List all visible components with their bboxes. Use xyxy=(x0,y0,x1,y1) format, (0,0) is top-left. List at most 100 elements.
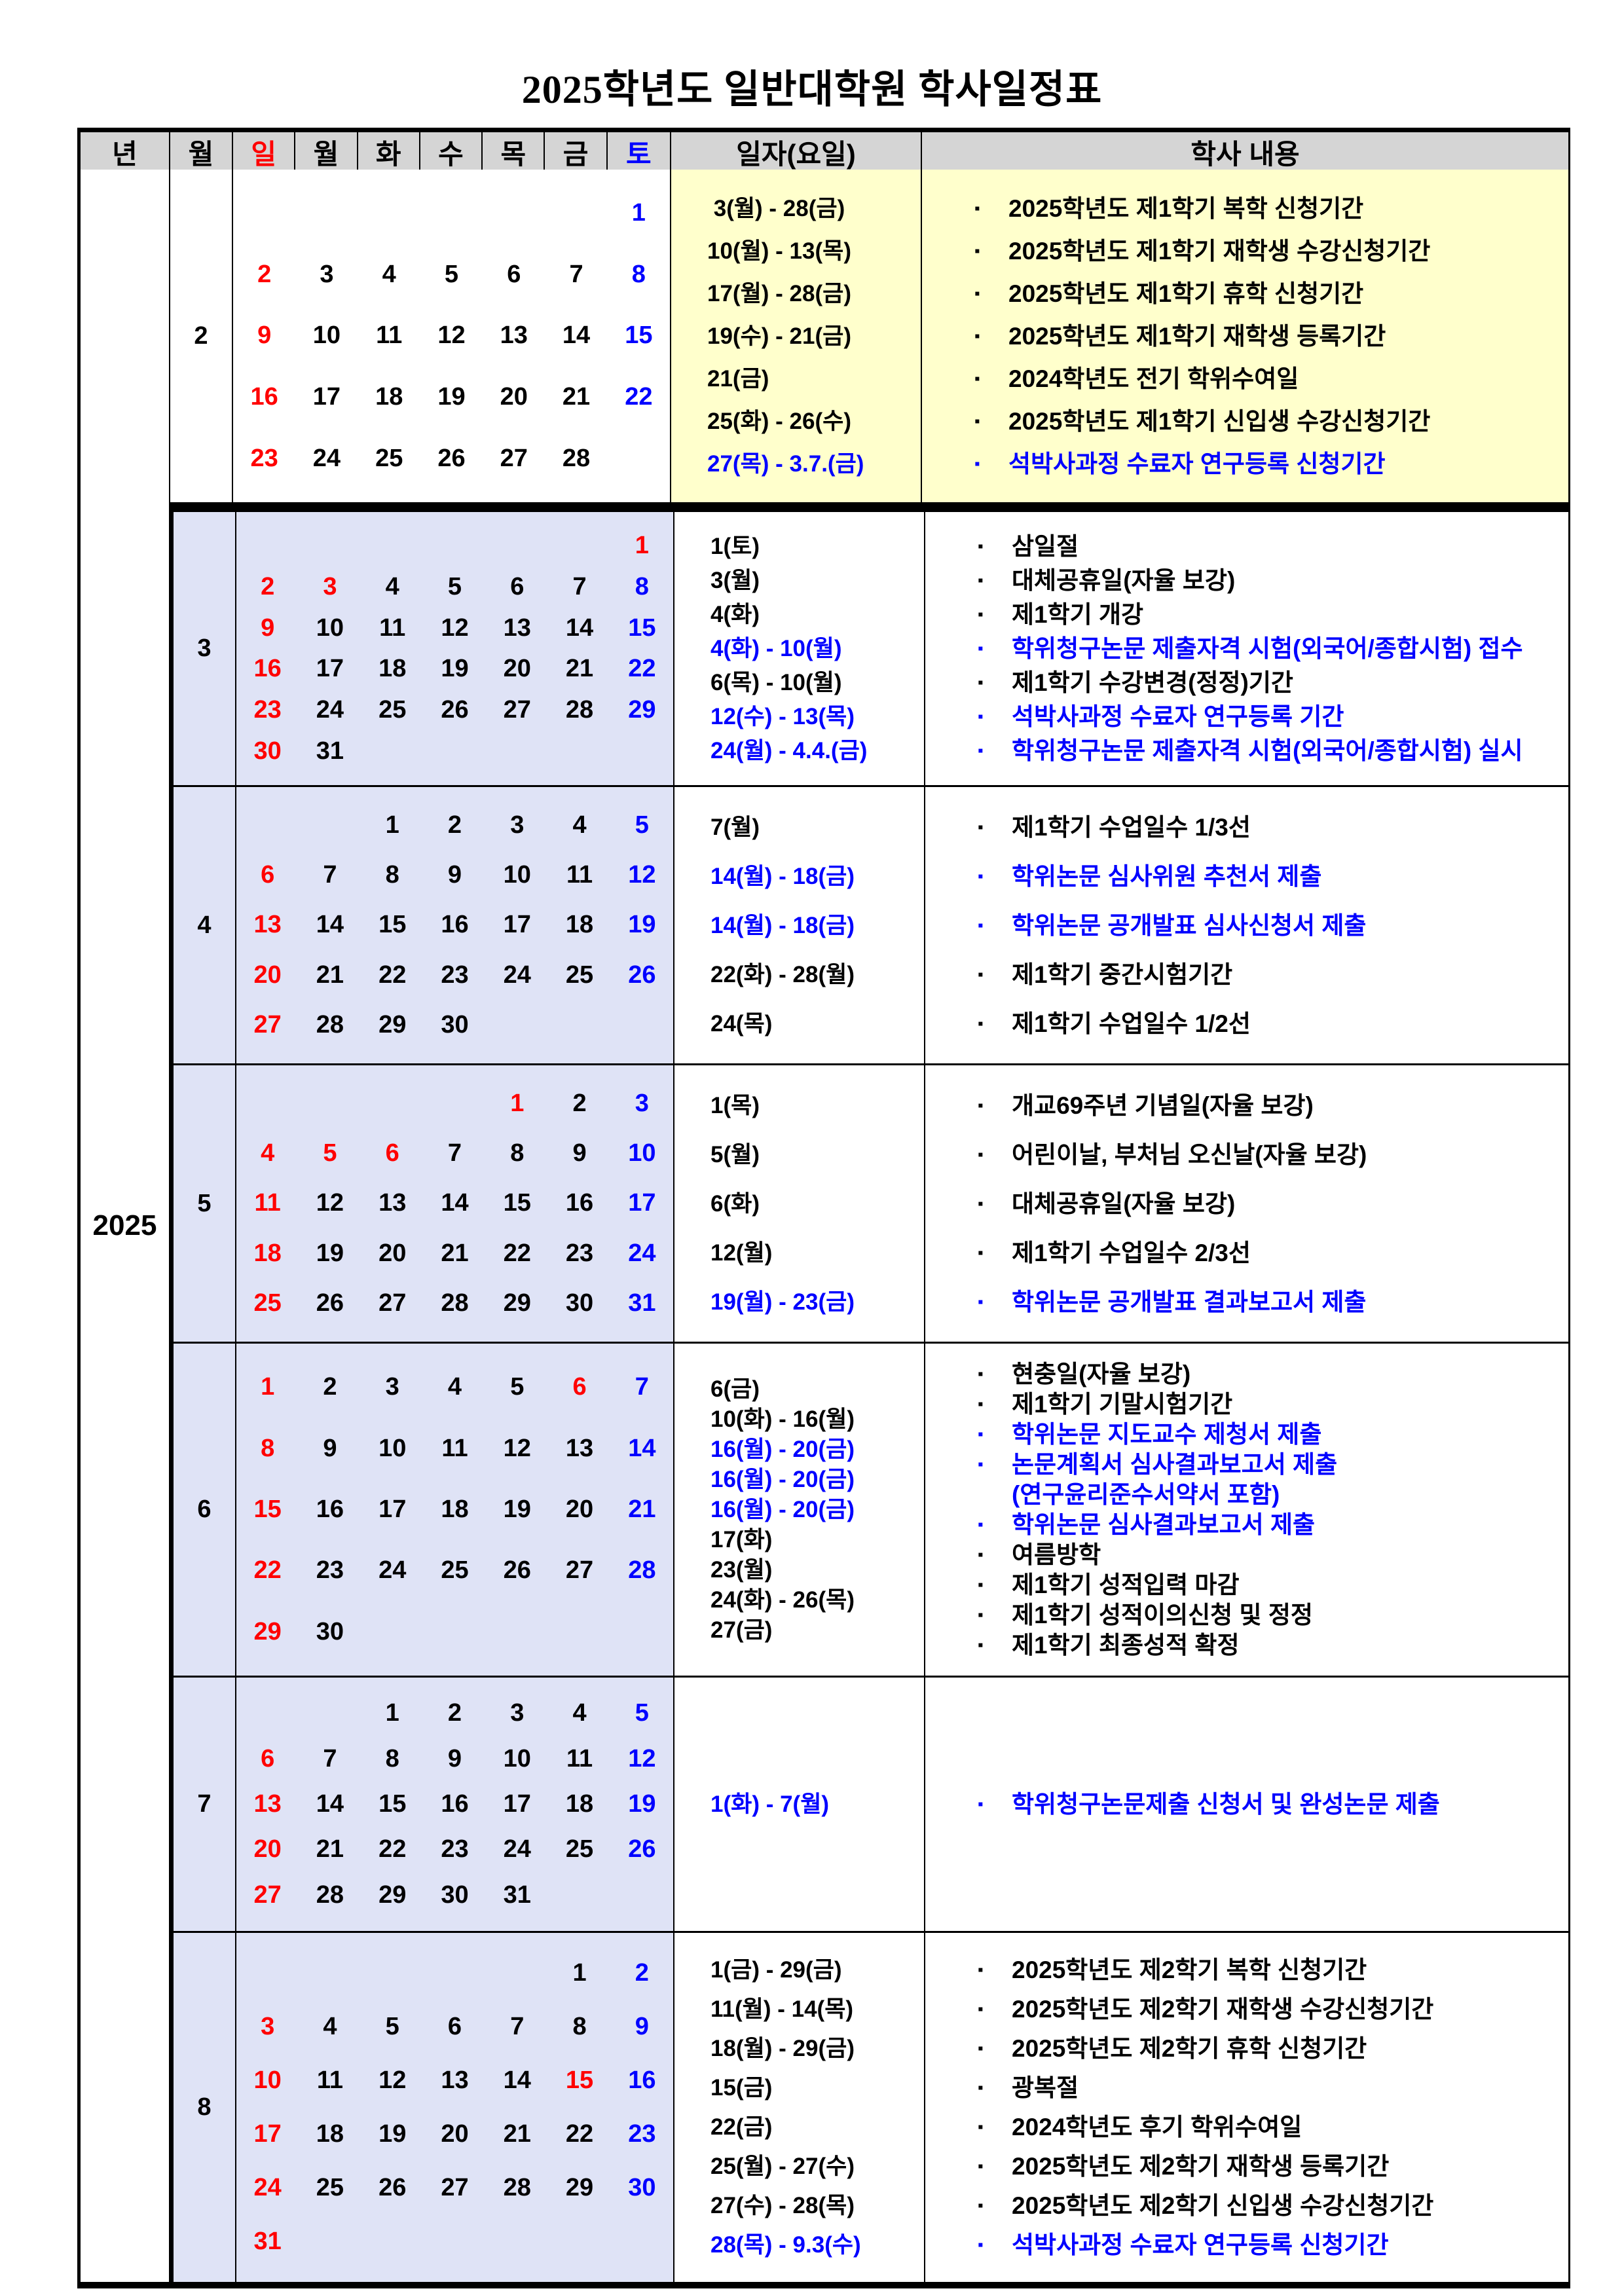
calendar-day xyxy=(236,800,299,850)
calendar-day xyxy=(361,1946,424,2000)
bullet-icon: ▪ xyxy=(978,1425,984,1443)
calendar-day: 21 xyxy=(441,1239,469,1267)
event-item: ▪ 2025학년도 제2학기 재학생 등록기간 xyxy=(978,2147,1568,2186)
event-text: 2025학년도 제1학기 복학 신청기간 xyxy=(1008,194,1364,222)
calendar-day xyxy=(486,1001,548,1050)
date-range: 24(목) xyxy=(710,1010,773,1037)
calendar-day: 7 xyxy=(323,1744,337,1772)
event-text: 2025학년도 제2학기 신입생 수강신청기간 xyxy=(1012,2192,1434,2219)
date-range: 10(월) - 13(목) xyxy=(707,238,851,264)
calendar-day: 18 xyxy=(565,911,594,939)
date-range: 28(목) - 9.3(수) xyxy=(710,2231,861,2258)
date-range: 7(월) xyxy=(710,814,760,840)
bullet-icon: ▪ xyxy=(978,2039,984,2057)
calendar-day xyxy=(548,2215,610,2269)
event-item: ▪ 2025학년도 제1학기 복학 신청기간 xyxy=(974,187,1568,230)
bullet-icon: ▪ xyxy=(978,818,984,836)
bullet-icon: ▪ xyxy=(978,707,984,725)
calendar-day: 19 xyxy=(316,1239,344,1267)
calendar-day: 7 xyxy=(447,1139,462,1167)
event-item: ▪ 제1학기 기말시험기간 xyxy=(978,1389,1568,1420)
calendar-day: 20 xyxy=(253,1835,282,1864)
calendar-day: 23 xyxy=(441,1835,469,1864)
calendar-day: 10 xyxy=(253,2066,282,2094)
calendar-day xyxy=(611,1602,673,1662)
calendar-day: 17 xyxy=(503,911,531,939)
calendar-day: 16 xyxy=(565,1189,594,1217)
date-range: 27(금) xyxy=(710,1617,773,1643)
calendar-day: 5 xyxy=(323,1139,337,1167)
calendar-day: 10 xyxy=(503,1744,531,1772)
calendar-day: 9 xyxy=(572,1139,587,1167)
event-item: ▪ 여름방학 xyxy=(978,1540,1568,1570)
event-item: ▪ 광복절 xyxy=(978,2068,1568,2108)
date-range: 6(화) xyxy=(710,1190,760,1217)
calendar-day: 27 xyxy=(253,1011,282,1039)
calendar-day: 16 xyxy=(441,1790,469,1818)
bullet-icon: ▪ xyxy=(978,2000,984,2018)
calendar-day xyxy=(424,525,486,566)
calendar-day: 22 xyxy=(503,1239,531,1267)
event-item: ▪ 학위청구논문제출 신청서 및 완성논문 제출 xyxy=(978,1779,1568,1830)
calendar-day xyxy=(486,525,548,566)
event-text: 학위청구논문 제출자격 시험(외국어/종합시험) 접수 xyxy=(1012,634,1523,662)
calendar-day xyxy=(233,183,295,244)
calendar-day: 5 xyxy=(447,572,462,600)
event-item: ▪ 제1학기 수업일수 2/3선 xyxy=(978,1228,1568,1277)
calendar-day: 16 xyxy=(628,2066,656,2094)
calendar-day xyxy=(236,525,299,566)
bullet-icon: ▪ xyxy=(978,1575,984,1594)
event-text: (연구윤리준수서약서 포함) xyxy=(1012,1480,1280,1508)
calendar-day: 15 xyxy=(565,2066,594,2094)
calendar-day: 29 xyxy=(378,1011,407,1039)
date-column: 1(토) 3(월) 4(화) 4(화) - 10(월) 6(목) - 10(월) 12(수… xyxy=(674,512,925,785)
calendar-day: 14 xyxy=(316,911,344,939)
calendar-day: 24 xyxy=(378,1556,407,1585)
bullet-icon: ▪ xyxy=(978,605,984,623)
calendar-day: 4 xyxy=(385,572,399,600)
event-item: ▪ 현충일(자율 보강) xyxy=(978,1359,1568,1389)
calendar-day: 14 xyxy=(628,1434,656,1462)
calendar-day xyxy=(236,1691,299,1736)
calendar-day xyxy=(299,2215,361,2269)
calendar-day: 31 xyxy=(503,1881,531,1909)
calendar-day: 13 xyxy=(253,1790,282,1818)
months: 2 1 2 3 4 5 6 7 8 9 10 11 12 13 14 15 16 17 18 19 20 21 22 23 24… xyxy=(170,170,1568,2282)
calendar-day xyxy=(299,800,361,850)
content-column: ▪ 개교69주년 기념일(자율 보강) ▪ 어린이날, 부처님 오신날(자율 보강) ▪… xyxy=(925,1065,1568,1342)
calendar-day: 31 xyxy=(628,1289,656,1317)
event-item: ▪ 석박사과정 수료자 연구등록 신청기간 xyxy=(978,2226,1568,2265)
event-text: 2025학년도 제2학기 복학 신청기간 xyxy=(1012,1956,1367,1983)
bullet-icon: ▪ xyxy=(978,2235,984,2254)
calendar-day: 9 xyxy=(323,1434,337,1462)
event-item: ▪ 2025학년도 제1학기 재학생 등록기간 xyxy=(974,315,1568,358)
calendar-day xyxy=(236,1078,299,1128)
event-text: 학위논문 지도교수 제청서 제출 xyxy=(1012,1420,1322,1448)
calendar-day: 6 xyxy=(261,1744,275,1772)
calendar-day xyxy=(424,731,486,772)
event-item: ▪ 2024학년도 전기 학위수여일 xyxy=(974,358,1568,400)
calendar-day: 20 xyxy=(500,383,528,411)
event-text: 학위청구논문제출 신청서 및 완성논문 제출 xyxy=(1012,1790,1440,1818)
calendar-day: 24 xyxy=(503,961,531,989)
date-range: 24(화) - 26(목) xyxy=(710,1587,855,1613)
calendar-day: 18 xyxy=(378,655,407,683)
event-text: 석박사과정 수료자 연구등록 기간 xyxy=(1012,703,1344,730)
calendar-day: 11 xyxy=(316,2066,343,2094)
bullet-icon: ▪ xyxy=(978,537,984,555)
calendar-day xyxy=(420,183,483,244)
event-item: ▪ 2025학년도 제2학기 재학생 수강신청기간 xyxy=(978,1990,1568,2029)
calendar-day: 18 xyxy=(565,1790,594,1818)
calendar-day xyxy=(358,183,420,244)
calendar-day: 15 xyxy=(253,1495,282,1523)
event-text: 2025학년도 제2학기 재학생 수강신청기간 xyxy=(1012,1995,1434,2023)
calendar-day xyxy=(361,525,424,566)
date-range: 1(금) - 29(금) xyxy=(710,1956,842,1983)
calendar-day: 24 xyxy=(316,696,344,724)
calendar-day: 21 xyxy=(628,1495,656,1523)
event-text: 2025학년도 제2학기 휴학 신청기간 xyxy=(1012,2034,1367,2062)
calendar-day: 21 xyxy=(565,655,594,683)
calendar-day: 8 xyxy=(631,260,646,288)
event-text: 논문계획서 심사결과보고서 제출 xyxy=(1012,1450,1338,1478)
